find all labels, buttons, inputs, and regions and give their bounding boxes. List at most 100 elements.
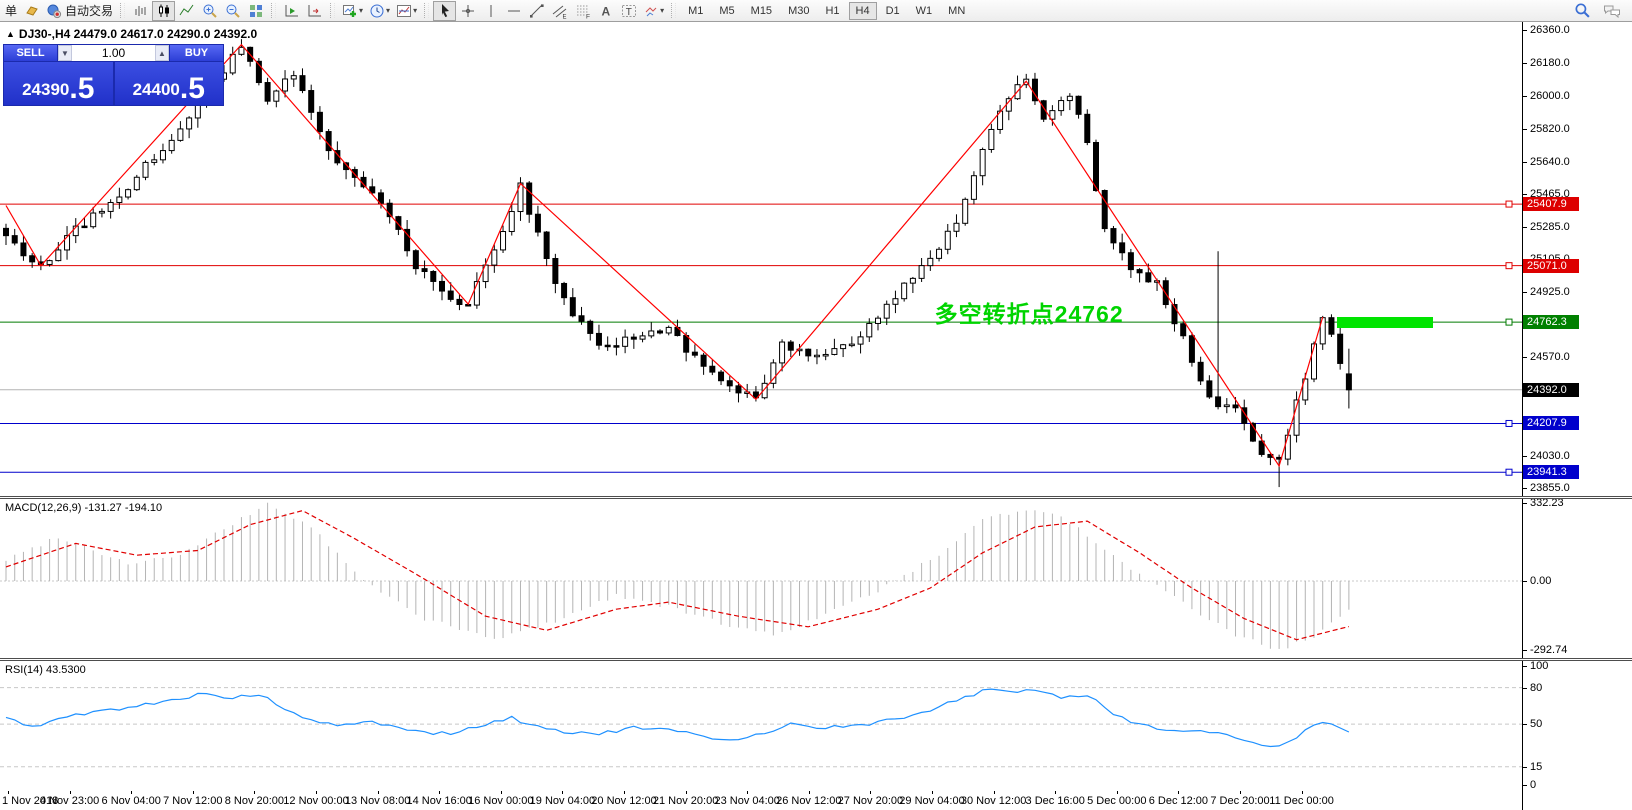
axis-tick-label: -292.74 [1530,643,1568,656]
templates-button[interactable]: ▾ [393,1,420,21]
timeframe-m15[interactable]: M15 [750,4,773,17]
chart-shift-icon [308,4,321,16]
time-axis-label: 27 Nov 20:00 [837,795,904,807]
axis-tick-label: 15 [1530,760,1543,773]
text-button[interactable]: A [594,1,617,21]
timeframe-w1[interactable]: W1 [915,4,933,17]
timeframe-m5[interactable]: M5 [719,4,735,17]
crosshair-button[interactable] [456,1,479,21]
panel-separator[interactable] [0,496,1632,499]
time-axis-label: 4 Nov 23:00 [39,795,100,807]
equidistant-channel-button[interactable]: E [548,1,571,21]
toolbar-gripper[interactable] [424,3,430,18]
chart-annotation-text[interactable]: 多空转折点24762 [934,301,1124,328]
search-icon [1575,3,1590,18]
time-tick [562,791,564,794]
search-button[interactable] [1571,1,1594,21]
trendline-button[interactable] [525,1,548,21]
new-chart-button[interactable]: ▾ [339,1,366,21]
sell-price-button[interactable]: 24390.5 [4,62,113,105]
volume-control: ▼ 1.00 ▲ [58,45,169,61]
axis-tick [1523,766,1527,768]
timeframe-m1[interactable]: M1 [688,4,704,17]
buy-button[interactable]: BUY [170,45,223,61]
chat-button[interactable] [1600,1,1624,21]
time-axis[interactable]: 1 Nov 2018 4 Nov 23:00 6 Nov 04:00 7 Nov 12… [0,791,1632,810]
timeframe-m30[interactable]: M30 [788,4,810,17]
price-level-badge: 24392.0 [1523,382,1579,397]
horizontal-line-button[interactable] [502,1,525,21]
buy-price-frac: .5 [179,71,205,105]
one-click-trading-panel: SELL ▼ 1.00 ▲ BUY 24390.5 24400.5 [3,44,224,106]
price-level-badge: 23941.3 [1523,465,1579,480]
axis-tick [1523,649,1527,651]
sell-button[interactable]: SELL [4,45,57,61]
time-axis-label: 29 Nov 04:00 [899,795,965,807]
bar-chart-button[interactable] [129,1,152,21]
arrows-button[interactable]: ▾ [640,1,667,21]
auto-scroll-button[interactable] [280,1,303,21]
toolbar-gripper[interactable] [330,3,336,18]
zoom-out-button[interactable] [221,1,244,21]
order-book-button[interactable] [20,1,43,21]
axis-tick [1523,724,1527,726]
timeframe-h1[interactable]: H1 [825,4,840,17]
macd-axis[interactable]: 332.23 0.00 -292.74 [1522,499,1632,658]
auto-trading-button[interactable]: 自动交易 [43,1,116,21]
macd-panel[interactable]: MACD(12,26,9) -131.27 -194.10 332.23 0.00… [0,499,1632,658]
svg-text:A: A [601,4,610,18]
toolbar-gripper[interactable] [271,3,277,18]
price-axis[interactable]: 26360.0 26180.0 26000.0 25820.0 25640.0 25465… [1522,22,1632,496]
time-axis-label: 7 Nov 12:00 [163,795,223,807]
timeframe-mn[interactable]: MN [948,4,966,17]
rsi-axis[interactable]: 100 80 50 15 0 [1522,661,1632,791]
highlight-rectangle[interactable] [1336,317,1433,329]
line-chart-button[interactable] [175,1,198,21]
cursor-button[interactable] [433,0,457,21]
price-chart-panel[interactable]: ▲ DJ30-,H4 24479.0 24617.0 24290.0 24392… [0,22,1632,496]
tile-windows-button[interactable] [244,1,267,21]
clock-icon [370,4,384,17]
fibonacci-button[interactable]: F [571,1,594,21]
toolbar-gripper[interactable] [120,3,126,18]
rsi-label: RSI(14) 43.5300 [5,664,86,676]
time-tick [932,791,933,794]
axis-tick-label: 25465.0 [1530,187,1570,200]
time-axis-label: 30 Nov 12:00 [960,795,1027,807]
chart-shift-button[interactable] [303,1,326,21]
axis-tick [1523,687,1527,689]
vertical-line-button[interactable] [479,1,502,21]
buy-price-button[interactable]: 24400.5 [114,62,223,105]
time-axis-label: 8 Nov 20:00 [224,795,285,807]
chart-title: ▲ DJ30-,H4 24479.0 24617.0 24290.0 24392… [6,27,257,41]
volume-decrease-button[interactable]: ▼ [58,45,72,61]
timeframe-h4[interactable]: H4 [848,1,877,20]
time-tick [500,791,502,794]
candlestick-chart[interactable] [0,22,1522,496]
svg-text:T: T [625,7,631,18]
volume-value[interactable]: 1.00 [101,46,126,60]
panel-separator[interactable] [0,658,1632,661]
time-tick [316,791,317,794]
one-click-collapse-icon[interactable]: ▲ [6,29,15,39]
axis-tick [1523,128,1527,130]
label-icon: T [621,4,636,18]
chevron-down-icon: ▾ [386,6,391,15]
axis-tick-label: 0 [1530,779,1537,791]
axis-tick [1523,581,1527,582]
volume-increase-button[interactable]: ▲ [155,45,169,61]
time-tick [377,791,379,794]
candlestick-chart-button[interactable] [152,0,176,21]
timeframe-d1[interactable]: D1 [885,4,900,17]
zoom-in-button[interactable] [198,1,221,21]
axis-tick-label: 25820.0 [1530,122,1570,135]
periods-button[interactable]: ▾ [366,1,393,21]
axis-tick-label: 25640.0 [1530,155,1570,168]
axis-tick [1523,193,1527,195]
zoom-out-icon [226,4,240,18]
rsi-panel[interactable]: RSI(14) 43.5300 100 80 50 15 0 [0,661,1632,791]
time-tick [192,791,194,794]
new-order-button[interactable]: 单 [2,1,20,21]
toolbar-gripper[interactable] [671,3,677,18]
label-button[interactable]: T [617,1,640,21]
